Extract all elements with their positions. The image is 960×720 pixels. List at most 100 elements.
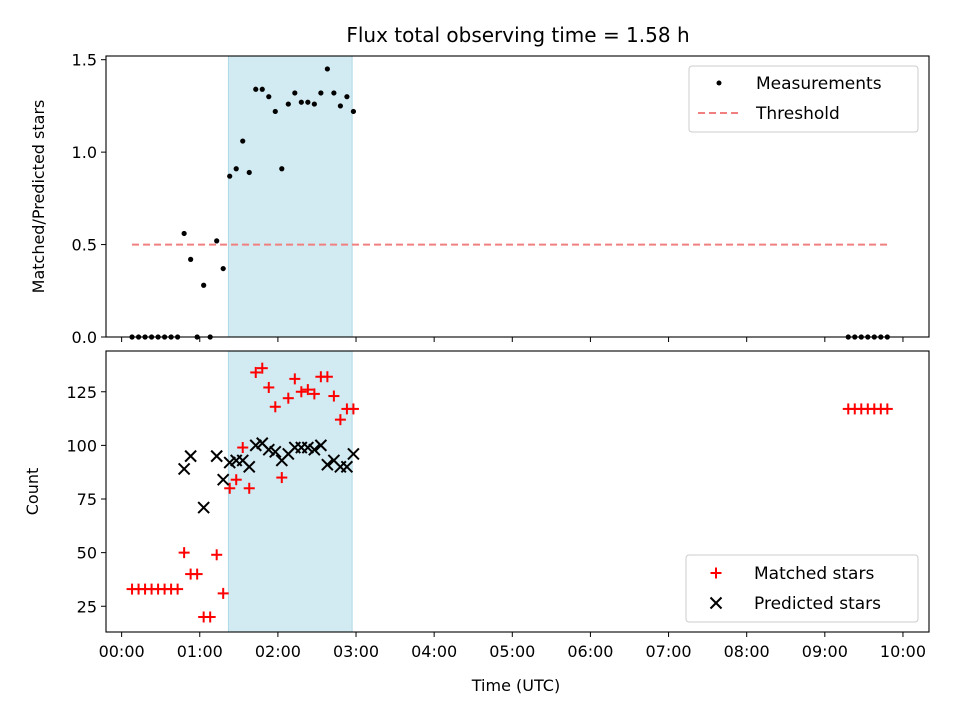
- predicted-star-point: [347, 447, 360, 461]
- matched-star-point: [243, 482, 255, 494]
- measurement-point: [285, 101, 291, 107]
- predicted-star-point: [321, 458, 334, 471]
- ratio-x-ticks: [121, 337, 904, 342]
- predicted-star-point: [308, 443, 321, 456]
- matched-star-point: [881, 403, 893, 415]
- measurement-point: [201, 282, 207, 288]
- matched-star-point: [211, 549, 223, 561]
- matched-star-point: [289, 373, 301, 385]
- x-axis-label: Time (UTC): [471, 676, 560, 695]
- count-panel-frame: [105, 350, 930, 633]
- legend-measurement-marker: [716, 80, 722, 86]
- ratio-legend-box: [688, 65, 919, 133]
- matched-star-point: [321, 371, 333, 383]
- y-tick-label: 1.5: [72, 51, 97, 70]
- matched-star-point: [178, 547, 190, 559]
- measurement-point: [305, 99, 311, 105]
- legend-predicted-label: Predicted stars: [754, 594, 881, 614]
- legend-threshold-label: Threshold: [755, 104, 840, 124]
- x-tick-label: 06:00: [567, 642, 613, 661]
- count-y-axis-label: Count: [23, 468, 42, 516]
- ratio-y-axis-label: Matched/Predicted stars: [29, 100, 48, 294]
- count-legend: Matched stars Predicted stars: [685, 554, 919, 623]
- measurement-point: [214, 238, 220, 244]
- predicted-star-point: [243, 460, 256, 474]
- matched-star-point: [269, 401, 281, 413]
- count-legend-box: [685, 554, 919, 623]
- count-x-ticks: 00:00 01:00 02:00 03:00 04:00 05:00 06:00 07:00…: [99, 632, 926, 661]
- x-tick-label: 04:00: [411, 642, 457, 661]
- ratio-legend: Measurements Threshold: [688, 65, 919, 133]
- x-tick-label: 01:00: [177, 642, 223, 661]
- matched-star-point: [308, 388, 320, 400]
- measurement-point: [253, 86, 259, 92]
- legend-x-glyph: [709, 596, 723, 610]
- y-tick-label: 50: [77, 544, 97, 563]
- matched-star-point: [224, 482, 236, 494]
- y-tick-label: 25: [77, 597, 97, 616]
- matched-star-point: [282, 392, 294, 404]
- measurement-point: [240, 138, 246, 144]
- measurement-point: [259, 86, 265, 92]
- matched-stars-points: [126, 362, 893, 623]
- predicted-star-point: [197, 501, 210, 514]
- x-tick-label: 07:00: [646, 642, 692, 661]
- count-panel: 00:00 01:00 02:00 03:00 04:00 05:00 06:00 07:00…: [23, 350, 930, 695]
- matched-star-point: [276, 472, 288, 484]
- measurement-point: [220, 265, 226, 272]
- measurement-point: [337, 103, 343, 109]
- y-tick-label: 75: [77, 490, 97, 509]
- ratio-panel-frame: [105, 55, 930, 338]
- matched-star-point: [172, 583, 184, 595]
- measurement-point: [246, 169, 252, 176]
- x-tick-label: 03:00: [333, 642, 379, 661]
- matched-star-point: [217, 587, 229, 599]
- measurement-point: [324, 66, 330, 72]
- x-tick-label: 08:00: [724, 642, 770, 661]
- legend-plus-glyph: [710, 567, 722, 579]
- ratio-panel: 0.0 0.5 1.0 1.5 Matched/Predicted stars Mea…: [29, 51, 930, 347]
- matched-star-point: [237, 442, 249, 454]
- measurement-point: [292, 90, 298, 96]
- predicted-star-point: [216, 473, 230, 486]
- x-tick-label: 09:00: [802, 642, 848, 661]
- measurement-point: [279, 166, 285, 172]
- matched-star-point: [191, 568, 203, 580]
- measurement-point: [344, 94, 350, 100]
- measurement-point: [298, 99, 304, 105]
- y-tick-label: 0.0: [72, 328, 97, 347]
- count-y-ticks: 25 50 75 100 125: [66, 383, 106, 616]
- matched-star-point: [347, 403, 359, 415]
- measurement-point: [331, 90, 337, 96]
- ratio-y-ticks: 0.0 0.5 1.0 1.5: [72, 51, 106, 347]
- predicted-star-point: [340, 460, 354, 474]
- measurement-point: [266, 94, 272, 100]
- x-tick-label: 00:00: [99, 642, 145, 661]
- x-tick-label: 05:00: [489, 642, 535, 661]
- measurement-point: [181, 230, 187, 237]
- legend-matched-label: Matched stars: [754, 564, 874, 584]
- predicted-stars-points: [177, 437, 360, 514]
- y-tick-label: 125: [66, 383, 97, 402]
- predicted-star-point: [184, 449, 197, 463]
- x-tick-label: 10:00: [880, 642, 926, 661]
- x-tick-label: 02:00: [255, 642, 301, 661]
- predicted-star-point: [210, 449, 223, 463]
- y-tick-label: 1.0: [72, 143, 97, 162]
- measurement-point: [188, 256, 194, 262]
- predicted-star-point: [269, 445, 282, 459]
- matched-star-point: [295, 386, 307, 398]
- measurement-point: [272, 108, 278, 115]
- matched-star-point: [250, 366, 262, 378]
- matched-star-point: [263, 381, 275, 393]
- y-tick-label: 100: [66, 436, 97, 455]
- matched-star-point: [256, 362, 268, 374]
- matched-star-point: [328, 390, 340, 402]
- legend-matched-marker: [710, 567, 722, 579]
- chart-title: Flux total observing time = 1.58 h: [346, 23, 689, 47]
- matched-star-point: [302, 384, 314, 396]
- matched-star-point: [230, 474, 242, 486]
- measurement-point: [233, 166, 239, 172]
- measurement-point: [350, 108, 357, 115]
- measurement-point: [311, 101, 317, 107]
